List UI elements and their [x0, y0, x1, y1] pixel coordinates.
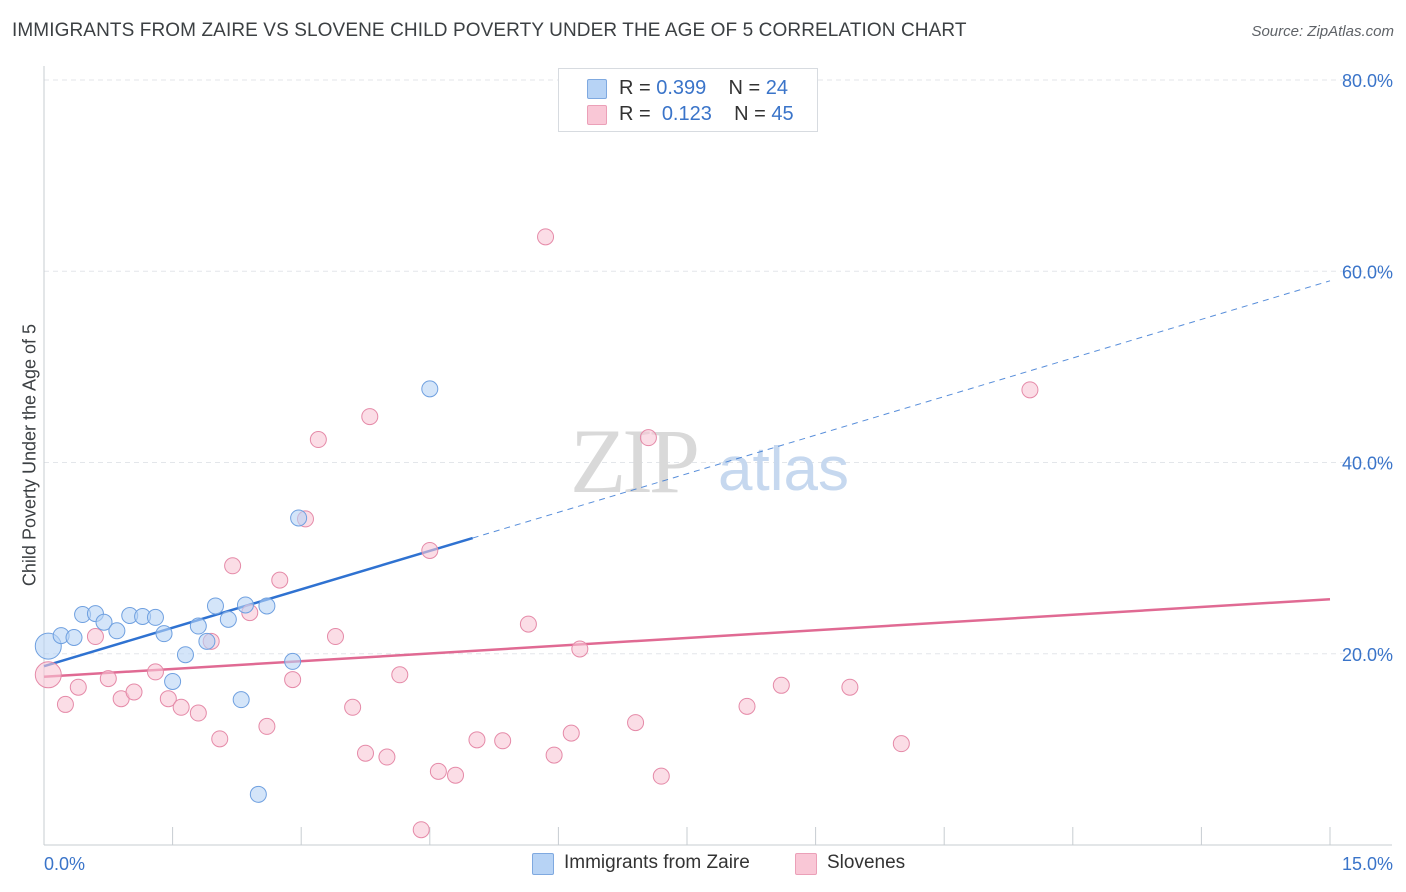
data-point-zaire: [284, 652, 302, 670]
data-point-zaire: [198, 632, 216, 650]
legend-r-label: R =: [619, 103, 651, 125]
data-point-slovenes: [86, 628, 104, 646]
data-point-slovenes: [545, 746, 563, 764]
bottom-legend-label-zaire: Immigrants from Zaire: [564, 852, 750, 873]
tick-labels: 20.0% 40.0% 60.0% 80.0% 0.0% 15.0%: [44, 71, 1393, 874]
x-tick-label: 15.0%: [1342, 854, 1393, 874]
data-point-slovenes: [125, 683, 143, 701]
data-point-slovenes: [1021, 381, 1039, 399]
data-point-slovenes: [326, 628, 344, 646]
trend-line-zaire: [43, 536, 474, 668]
data-point-slovenes: [519, 615, 537, 633]
legend-r-label: R =: [619, 77, 651, 99]
data-points: [34, 228, 1039, 839]
data-point-slovenes: [271, 571, 289, 589]
data-point-slovenes: [639, 429, 657, 447]
data-point-slovenes: [562, 724, 580, 742]
data-point-zaire: [108, 622, 126, 640]
data-point-slovenes: [172, 698, 190, 716]
data-point-slovenes: [571, 640, 589, 658]
data-point-slovenes: [738, 697, 756, 715]
stats-legend: R = 0.399 N = 24 R = 0.123 N = 45: [558, 68, 818, 132]
data-point-slovenes: [892, 735, 910, 753]
data-point-zaire: [219, 610, 237, 628]
data-point-zaire: [146, 608, 164, 626]
legend-r-value: 0.399: [656, 77, 707, 99]
data-point-slovenes: [258, 717, 276, 735]
y-tick-label: 40.0%: [1342, 454, 1393, 474]
data-point-slovenes: [146, 663, 164, 681]
chart-source: Source: ZipAtlas.com: [1251, 23, 1394, 40]
x-tick-label: 0.0%: [44, 854, 85, 874]
legend-n-value: 24: [765, 77, 789, 99]
data-point-slovenes: [468, 731, 486, 749]
data-point-slovenes: [344, 698, 362, 716]
data-point-slovenes: [56, 695, 74, 713]
bottom-legend-swatch-zaire: [532, 853, 554, 875]
data-point-zaire: [176, 646, 194, 664]
bottom-legend-swatch-slovenes: [795, 853, 817, 875]
trend-lines: [43, 280, 1331, 678]
data-point-slovenes: [69, 678, 87, 696]
data-point-slovenes: [309, 431, 327, 449]
data-point-zaire: [232, 691, 250, 709]
data-point-slovenes: [357, 744, 374, 762]
legend-swatch-slovenes: [587, 105, 607, 125]
data-point-zaire: [189, 617, 207, 635]
watermark-atlas: atlas: [718, 435, 849, 504]
data-point-zaire: [421, 380, 439, 398]
data-point-zaire: [249, 785, 267, 803]
data-point-slovenes: [494, 732, 512, 750]
data-point-slovenes: [378, 748, 396, 766]
data-point-slovenes: [34, 661, 62, 689]
data-point-slovenes: [284, 671, 302, 689]
data-point-slovenes: [447, 766, 465, 784]
data-point-slovenes: [159, 690, 177, 708]
data-point-slovenes: [99, 670, 117, 688]
data-point-slovenes: [652, 767, 670, 785]
watermark-zip: ZIP: [570, 410, 697, 512]
data-point-slovenes: [412, 821, 430, 839]
legend-n-value: 45: [771, 103, 794, 125]
chart-title: IMMIGRANTS FROM ZAIRE VS SLOVENE CHILD P…: [12, 20, 967, 41]
data-point-slovenes: [772, 676, 790, 694]
legend-r-value: 0.123: [661, 103, 712, 125]
data-point-zaire: [155, 625, 173, 643]
data-point-zaire: [290, 509, 308, 527]
data-point-slovenes: [189, 704, 207, 722]
data-point-slovenes: [429, 762, 447, 780]
legend-n-label: N =: [728, 77, 761, 99]
data-point-slovenes: [421, 541, 439, 559]
data-point-zaire: [164, 672, 182, 690]
axes: [43, 66, 1392, 846]
legend-swatch-zaire: [587, 79, 607, 99]
trend-line-slovenes: [43, 597, 1331, 678]
data-point-slovenes: [537, 228, 555, 246]
data-point-zaire: [258, 597, 276, 615]
data-point-zaire: [95, 613, 113, 631]
grid-lines: [44, 79, 1392, 655]
data-point-slovenes: [841, 678, 859, 696]
data-point-slovenes: [211, 730, 229, 748]
data-point-zaire: [206, 597, 224, 615]
y-tick-label: 80.0%: [1342, 71, 1393, 91]
y-axis-label: Child Poverty Under the Age of 5: [19, 323, 40, 587]
data-point-slovenes: [361, 408, 379, 426]
data-point-zaire: [65, 628, 83, 646]
data-point-zaire: [236, 596, 254, 614]
data-point-slovenes: [627, 714, 645, 732]
data-point-slovenes: [391, 666, 409, 684]
legend-n-label: N =: [734, 103, 766, 125]
y-tick-label: 20.0%: [1342, 645, 1393, 665]
bottom-legend-label-slovenes: Slovenes: [827, 852, 906, 873]
y-tick-label: 60.0%: [1342, 262, 1393, 282]
data-point-slovenes: [224, 557, 242, 575]
